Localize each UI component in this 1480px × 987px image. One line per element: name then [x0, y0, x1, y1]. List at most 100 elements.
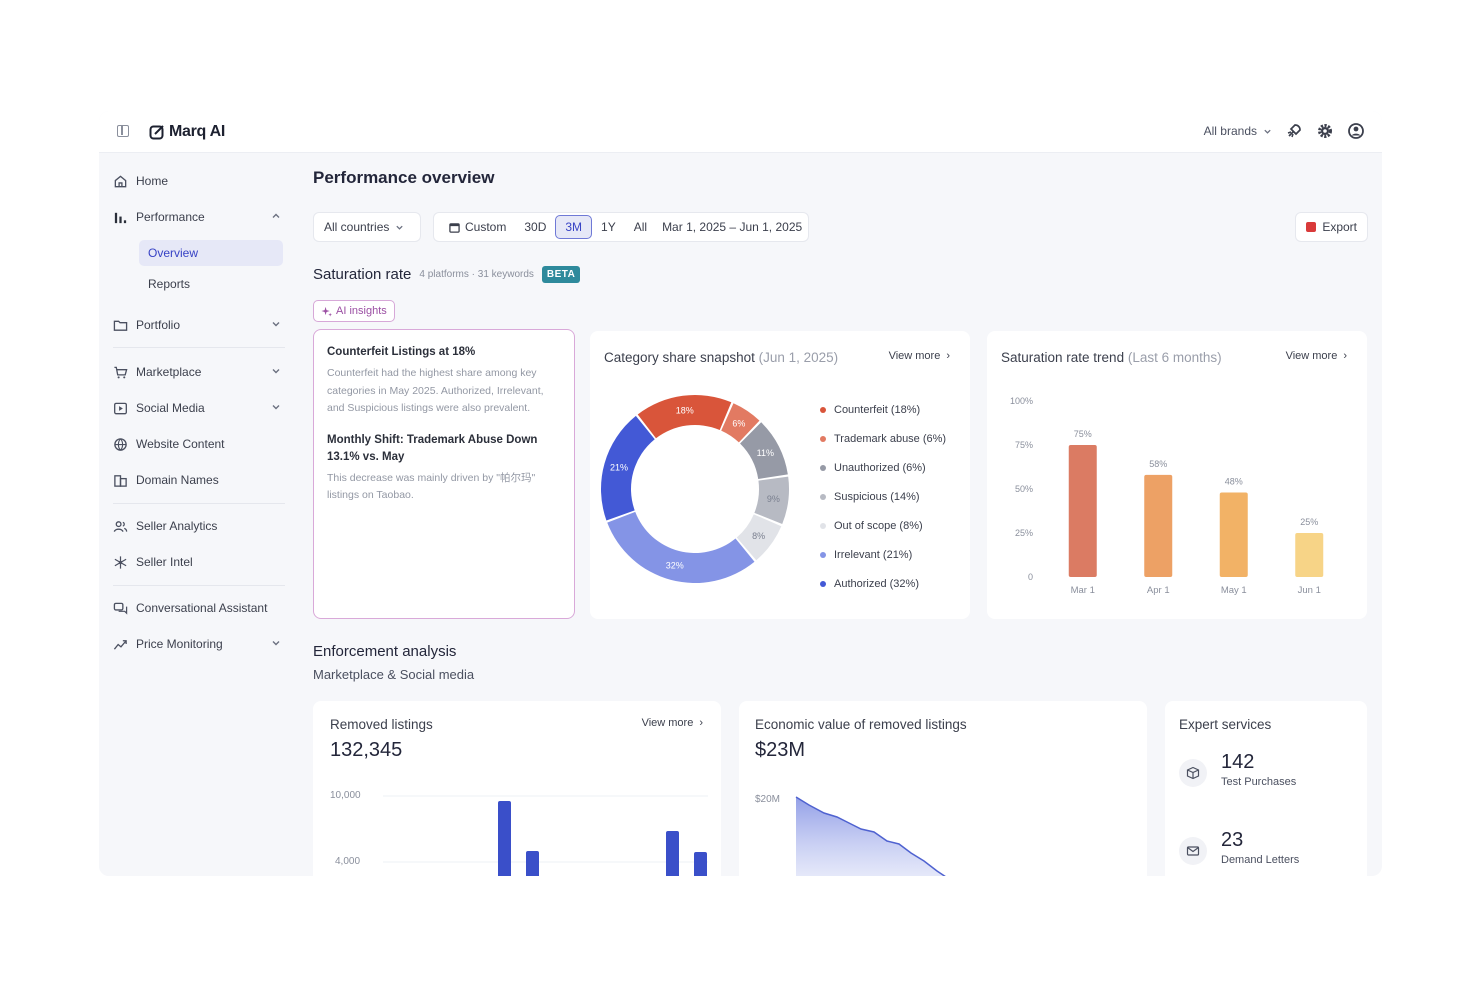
bar-value-label: 58%	[1149, 459, 1167, 469]
beta-badge: BETA	[541, 266, 581, 283]
calendar-icon	[449, 222, 460, 233]
donut-slice[interactable]	[740, 422, 788, 480]
bar[interactable]	[1219, 492, 1248, 577]
brand-select[interactable]: All brands	[1204, 124, 1272, 138]
export-icon	[1306, 222, 1317, 232]
sidebar-item-reports[interactable]: Reports	[139, 271, 283, 297]
export-button[interactable]: Export	[1295, 212, 1368, 242]
card-title-text: Category share snapshot	[604, 350, 755, 365]
sidebar-item-marketplace[interactable]: Marketplace	[113, 360, 285, 384]
sidebar-item-price-monitoring[interactable]: Price Monitoring	[113, 632, 285, 656]
sidebar-item-label: Domain Names	[136, 473, 219, 487]
country-select-label: All countries	[324, 220, 390, 234]
sidebar-item-label: Reports	[148, 277, 191, 291]
sidebar-item-portfolio[interactable]: Portfolio	[113, 313, 285, 337]
card-title: Removed listings	[330, 717, 433, 732]
insight-heading: Counterfeit Listings at 18%	[327, 346, 476, 358]
range-label: 1Y	[601, 220, 616, 234]
view-more-link[interactable]: View more ›	[642, 717, 703, 729]
chat-icon	[113, 602, 128, 615]
expert-item-demand-letters[interactable]: 23 Demand Letters	[1179, 829, 1299, 866]
range-label: All	[633, 220, 648, 234]
package-icon	[1179, 759, 1207, 787]
legend-item[interactable]: Suspicious (14%)	[820, 482, 946, 511]
ai-insights-button[interactable]: AI insights	[313, 300, 395, 322]
legend-dot	[820, 493, 826, 500]
legend-dot	[820, 435, 826, 442]
sidebar-item-label: Performance	[136, 210, 205, 224]
bar	[666, 831, 679, 876]
bar-value-label: 48%	[1225, 477, 1243, 487]
sidebar-item-website-content[interactable]: Website Content	[113, 432, 285, 456]
range-label: 30D	[524, 220, 547, 234]
legend-label: Unauthorized (6%)	[834, 461, 926, 474]
country-select[interactable]: All countries	[313, 212, 421, 242]
sidebar-item-label: Seller Analytics	[136, 519, 218, 533]
insight-body: Counterfeit had the highest share among …	[327, 367, 544, 414]
insight-body: This decrease was mainly driven by "帕尔玛"…	[327, 471, 536, 502]
bar	[526, 851, 539, 876]
view-more-label: View more	[888, 350, 941, 362]
sidebar-item-domain-names[interactable]: Domain Names	[113, 468, 285, 492]
date-range[interactable]: Mar 1, 2025 – Jun 1, 2025	[662, 220, 803, 234]
sidebar-item-seller-analytics[interactable]: Seller Analytics	[113, 514, 285, 538]
range-label: Custom	[465, 220, 507, 234]
legend-item[interactable]: Trademark abuse (6%)	[820, 424, 946, 453]
rocket-icon[interactable]	[1285, 122, 1303, 140]
donut-slice[interactable]	[754, 476, 789, 525]
legend-item[interactable]: Authorized (32%)	[820, 569, 946, 598]
legend-dot	[820, 551, 826, 558]
sidebar-item-seller-intel[interactable]: Seller Intel	[113, 550, 285, 574]
range-3m-button[interactable]: 3M	[555, 215, 593, 239]
legend-item[interactable]: Unauthorized (6%)	[820, 453, 946, 482]
logo[interactable]: Marq AI	[149, 121, 225, 143]
y-tick-label: 0	[1028, 572, 1033, 582]
sidebar-item-home[interactable]: Home	[113, 169, 285, 193]
sidebar-item-performance[interactable]: Performance	[113, 205, 285, 229]
legend-item[interactable]: Irrelevant (21%)	[820, 540, 946, 569]
chevron-down-icon	[396, 225, 404, 230]
gear-icon[interactable]	[1316, 122, 1334, 140]
view-more-link[interactable]: View more ›	[1286, 350, 1347, 362]
sparkle-icon	[321, 306, 332, 317]
chevron-down-icon	[272, 322, 280, 327]
legend-dot	[820, 464, 826, 471]
user-avatar-icon[interactable]	[1347, 122, 1365, 140]
legend-label: Counterfeit (18%)	[834, 403, 921, 416]
chevron-right-icon: ›	[1343, 350, 1347, 362]
insight-heading: Monthly Shift: Trademark Abuse Down 13.1…	[327, 433, 538, 463]
economic-value-card: Economic value of removed listings $23M …	[739, 701, 1147, 876]
y-tick-label: 25%	[1015, 528, 1033, 538]
donut-slice[interactable]	[607, 511, 755, 583]
donut-slice[interactable]	[721, 403, 760, 443]
export-label: Export	[1322, 220, 1357, 234]
donut-slice[interactable]	[637, 395, 732, 439]
expert-item-label: Test Purchases	[1221, 776, 1297, 788]
expert-item-test-purchases[interactable]: 142 Test Purchases	[1179, 751, 1296, 788]
sidebar-item-conversational-assistant[interactable]: Conversational Assistant	[113, 596, 285, 620]
legend-item[interactable]: Out of scope (8%)	[820, 511, 946, 540]
range-30d-button[interactable]: 30D	[515, 215, 555, 239]
legend-label: Irrelevant (21%)	[834, 548, 913, 561]
brand-select-label: All brands	[1203, 124, 1257, 138]
donut-slice[interactable]	[736, 514, 782, 561]
slice-label: 8%	[752, 531, 765, 541]
slice-label: 32%	[666, 560, 684, 570]
bar[interactable]	[1144, 474, 1173, 577]
legend-item[interactable]: Counterfeit (18%)	[820, 395, 946, 424]
range-all-button[interactable]: All	[625, 215, 656, 239]
play-icon	[114, 402, 127, 414]
range-custom-button[interactable]: Custom	[440, 215, 515, 239]
bar[interactable]	[1295, 533, 1324, 577]
sidebar-item-overview[interactable]: Overview	[139, 240, 283, 266]
bar[interactable]	[1068, 445, 1097, 577]
sidebar-toggle-icon[interactable]	[117, 125, 129, 137]
y-tick-label: $20M	[755, 794, 781, 805]
expert-item-text: 23 Demand Letters	[1221, 829, 1299, 866]
sidebar-item-social-media[interactable]: Social Media	[113, 396, 285, 420]
x-tick-label: Mar 1	[1071, 585, 1095, 596]
range-1y-button[interactable]: 1Y	[592, 215, 625, 239]
view-more-link[interactable]: View more ›	[889, 350, 950, 362]
donut-slice[interactable]	[601, 415, 655, 521]
removed-listings-mini-chart	[383, 795, 708, 876]
